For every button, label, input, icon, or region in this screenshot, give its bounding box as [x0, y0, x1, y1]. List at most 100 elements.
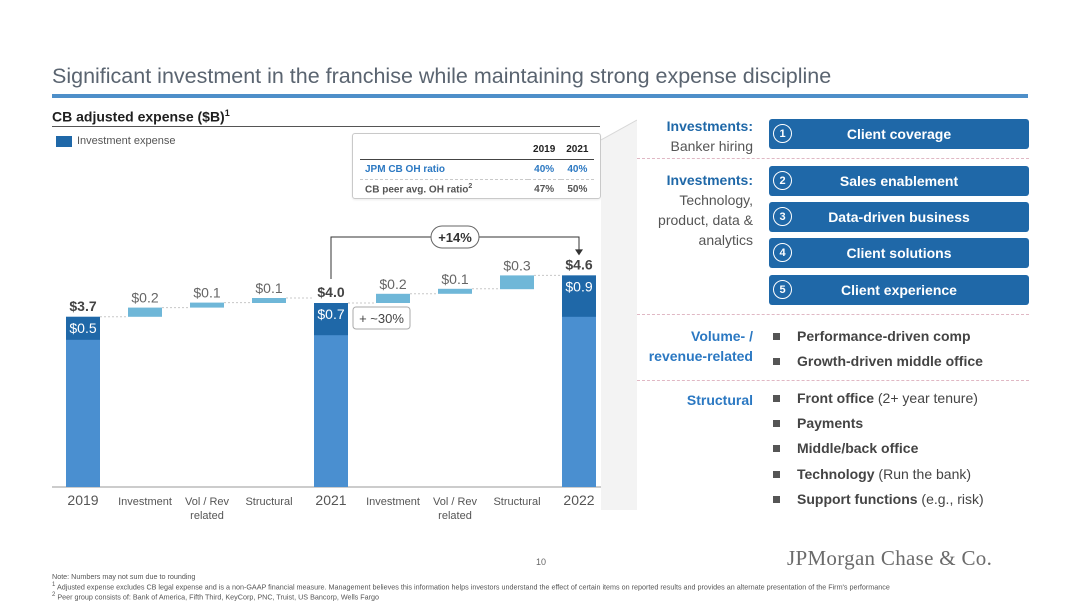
bullet-detail: (Run the bank)	[874, 466, 972, 482]
bullet-detail: (e.g., risk)	[917, 491, 984, 507]
category-label: 2022	[563, 492, 594, 508]
investments-detail: Banker hiring	[670, 138, 754, 154]
bullet-square-icon	[773, 394, 780, 402]
pill-number: 2	[773, 171, 792, 190]
footnote-2: 2 Peer group consists of: Bank of Americ…	[52, 592, 379, 601]
bullet-square-icon	[773, 470, 780, 478]
ratio-row-label-text: CB peer avg. OH ratio	[365, 184, 469, 196]
bar-step-label: $0.1	[441, 271, 468, 287]
chart-subtitle-footnote-mark: 1	[224, 108, 230, 118]
bullet-text: Performance-driven comp	[797, 328, 971, 344]
pill-sales-enablement: 2 Sales enablement	[769, 166, 1029, 196]
table-row: CB peer avg. OH ratio2 47% 50%	[360, 179, 594, 199]
bar-step	[190, 302, 224, 308]
ratio-row-label: CB peer avg. OH ratio2	[360, 179, 528, 199]
pill-client-coverage: 1 Client coverage	[769, 119, 1029, 149]
bar-investment-label: $0.7	[317, 306, 344, 322]
bar-total-label: $4.6	[565, 256, 592, 272]
investments-heading: Investments:	[666, 118, 753, 134]
bar-step-label: $0.1	[193, 285, 220, 301]
chart-legend: Investment expense	[56, 135, 175, 147]
list-item: Payments	[773, 415, 863, 431]
list-item: Support functions (e.g., risk)	[773, 491, 984, 507]
pill-number: 5	[773, 280, 792, 299]
company-logo: JPMorgan Chase & Co.	[787, 546, 993, 570]
investments-banker-label: Investments: Banker hiring	[667, 116, 753, 156]
list-item: Performance-driven comp	[773, 328, 971, 344]
bullet-text: Payments	[797, 415, 864, 431]
list-item: Growth-driven middle office	[773, 353, 983, 369]
investments-heading: Investments:	[666, 172, 753, 188]
bar-step-label: $0.1	[255, 280, 282, 296]
list-item: Front office (2+ year tenure)	[773, 390, 978, 406]
footnote-note: Note: Numbers may not sum due to roundin…	[52, 572, 196, 581]
bullet-text: Front office	[797, 390, 874, 406]
footnote-2-mark: 2	[52, 592, 56, 598]
bullet-square-icon	[773, 332, 780, 340]
bar-step	[128, 307, 162, 317]
bar-investment-segment	[562, 275, 596, 317]
section-divider	[637, 158, 1029, 159]
investments-detail: Technology,	[679, 192, 753, 208]
category-label: Investment	[366, 496, 420, 508]
oh-ratio-table: 2019 2021 JPM CB OH ratio 40% 40% CB pee…	[352, 133, 601, 199]
bar-investment-segment	[66, 316, 100, 340]
legend-swatch	[56, 135, 72, 147]
pill-label: Data-driven business	[828, 209, 970, 225]
pill-label: Client coverage	[846, 126, 952, 142]
pill-client-experience: 5 Client experience	[769, 275, 1029, 305]
subtitle-divider	[52, 126, 600, 127]
bar-step	[376, 293, 410, 303]
bar-total-label: $3.7	[69, 298, 96, 314]
bullet-text: Technology	[797, 466, 875, 482]
pill-number: 1	[773, 124, 792, 143]
ratio-cell: 40%	[560, 159, 594, 180]
investments-detail: product, data &	[658, 212, 753, 228]
chart-callout-connector	[601, 119, 637, 510]
bar-investment-label: $0.5	[69, 320, 96, 336]
section-divider	[637, 314, 1029, 315]
table-row: JPM CB OH ratio 40% 40%	[360, 159, 594, 180]
chart-subtitle: CB adjusted expense ($B)1	[52, 108, 230, 125]
category-label: Investment	[118, 496, 172, 508]
bar-step-label: $0.2	[131, 290, 158, 306]
list-item: Middle/back office	[773, 440, 918, 456]
volume-label-line: revenue-related	[648, 348, 753, 364]
footnote-1-text: Adjusted expense excludes CB legal expen…	[55, 582, 890, 592]
ratio-header-2019: 2019	[527, 141, 561, 160]
section-divider	[637, 380, 1029, 381]
category-label: related	[190, 510, 224, 522]
bullet-square-icon	[773, 495, 780, 503]
investments-detail: analytics	[698, 232, 753, 248]
oh-ratio-grid: 2019 2021 JPM CB OH ratio 40% 40% CB pee…	[360, 141, 594, 199]
bar-step	[438, 288, 472, 294]
ratio-cell: 40%	[527, 159, 561, 180]
category-label: Structural	[245, 496, 292, 508]
growth-arrow-icon	[575, 249, 583, 256]
ratio-footnote-mark: 2	[468, 183, 473, 191]
bar-total-label: $4.0	[317, 284, 344, 300]
category-label: related	[438, 510, 472, 522]
pill-number: 3	[773, 207, 792, 226]
expense-waterfall-chart: $3.7 $0.5 $0.2 $0.1 $0.1 $4.0 $0.7 $0.2 $0.1 $0.3…	[52, 225, 612, 522]
structural-label: Structural	[686, 392, 753, 408]
bar-investment-label: $0.9	[565, 278, 592, 294]
chart-subtitle-text: CB adjusted expense ($B)	[52, 108, 225, 125]
bar-total	[66, 316, 100, 487]
legend-label: Investment expense	[77, 135, 176, 147]
ratio-header-blank	[360, 141, 528, 160]
pill-label: Sales enablement	[839, 173, 959, 189]
category-label: 2019	[67, 492, 98, 508]
ratio-cell: 50%	[567, 183, 588, 195]
footnote-1-mark: 1	[52, 582, 56, 588]
bullet-text: Middle/back office	[797, 440, 919, 456]
investments-technology-label: Investments: Technology, product, data &…	[658, 170, 753, 250]
bullet-text: Growth-driven middle office	[797, 353, 983, 369]
bar-step	[500, 275, 534, 290]
ratio-row-label: JPM CB OH ratio	[360, 159, 528, 180]
growth-label: +14%	[438, 230, 472, 245]
bullet-square-icon	[773, 444, 780, 452]
investment-growth-badge	[352, 306, 411, 330]
ratio-header-2021: 2021	[560, 141, 594, 160]
title-divider	[52, 94, 1028, 98]
